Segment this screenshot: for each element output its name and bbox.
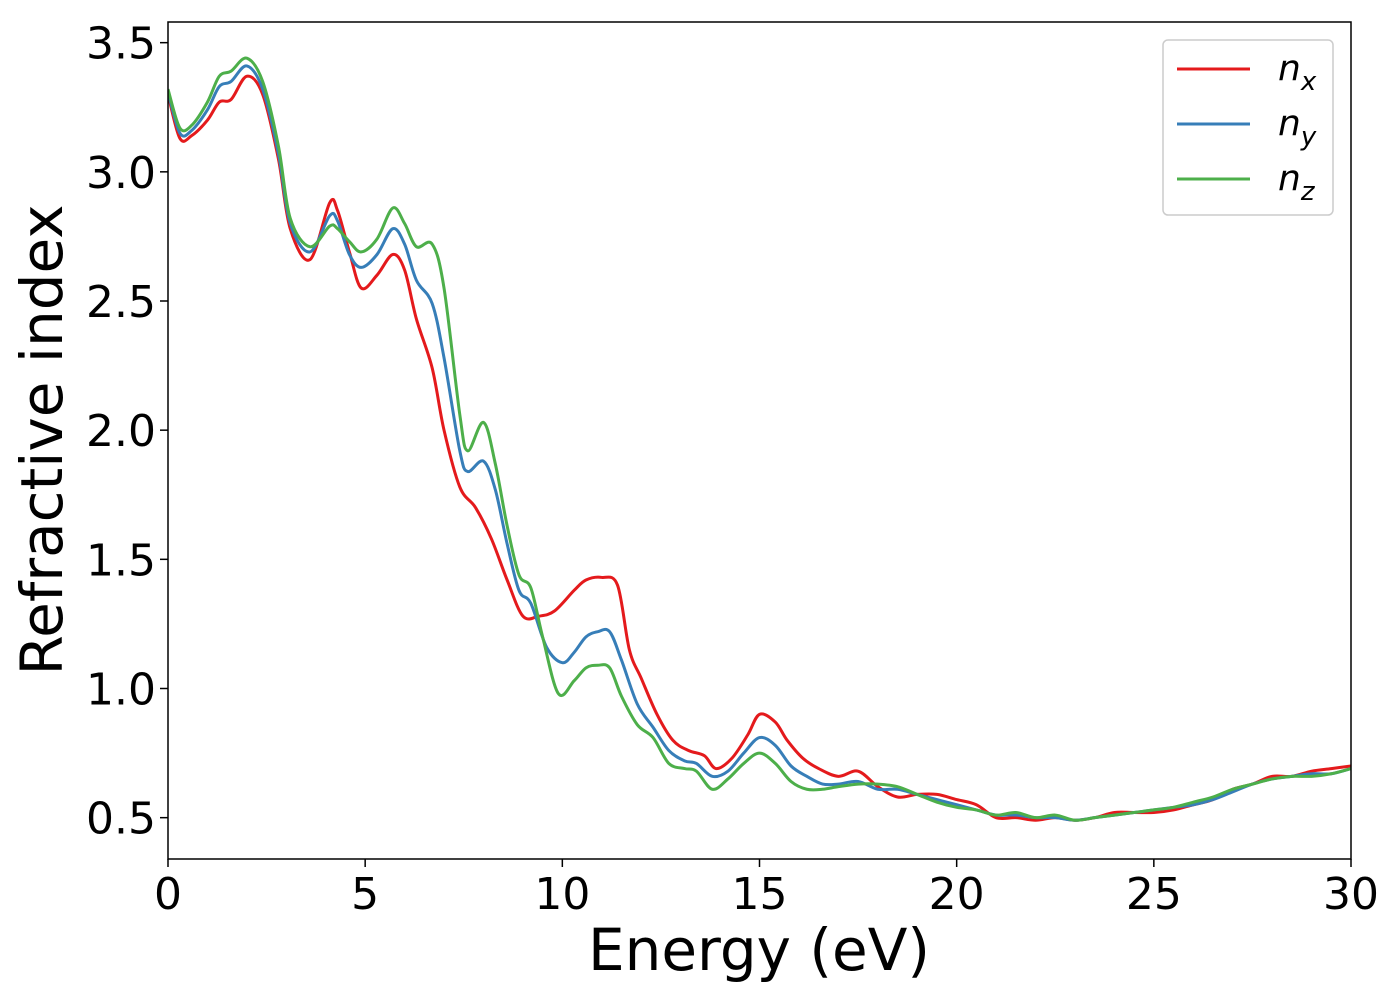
x-tick-label: 25: [1126, 869, 1182, 920]
legend-label-y: ny: [1278, 103, 1317, 152]
legend-label-z: nz: [1278, 158, 1316, 207]
series-layer: [168, 56, 1351, 822]
y-tick-label: 3.5: [86, 19, 156, 70]
y-tick-label: 2.0: [86, 406, 156, 457]
legend-label-x: nx: [1278, 48, 1317, 97]
legend-box: [1162, 39, 1334, 216]
x-tick-label: 5: [351, 869, 379, 920]
y-tick-label: 1.5: [86, 535, 156, 586]
y-tick-label: 2.5: [86, 277, 156, 328]
legend: nx ny nz: [1162, 39, 1334, 216]
legend-entries: nx ny nz: [1177, 48, 1317, 207]
y-tick-label: 1.0: [86, 665, 156, 716]
x-tick-label: 10: [534, 869, 590, 920]
x-tick-label: 0: [154, 869, 182, 920]
y-tick-label: 3.0: [86, 148, 156, 199]
y-axis-ticks: 0.5 1.0 1.5 2.0 2.5 3.0 3.5: [86, 19, 168, 845]
y-tick-label: 0.5: [86, 794, 156, 845]
series-line-x: [168, 74, 1351, 822]
x-tick-label: 20: [929, 869, 985, 920]
y-axis-title: Refractive index: [8, 204, 76, 675]
x-tick-label: 15: [732, 869, 788, 920]
x-tick-label: 30: [1323, 869, 1379, 920]
x-axis-ticks: 0 5 10 15 20 25 30: [154, 859, 1379, 920]
x-axis-title: Energy (eV): [588, 916, 930, 984]
series-line-z: [168, 56, 1351, 822]
